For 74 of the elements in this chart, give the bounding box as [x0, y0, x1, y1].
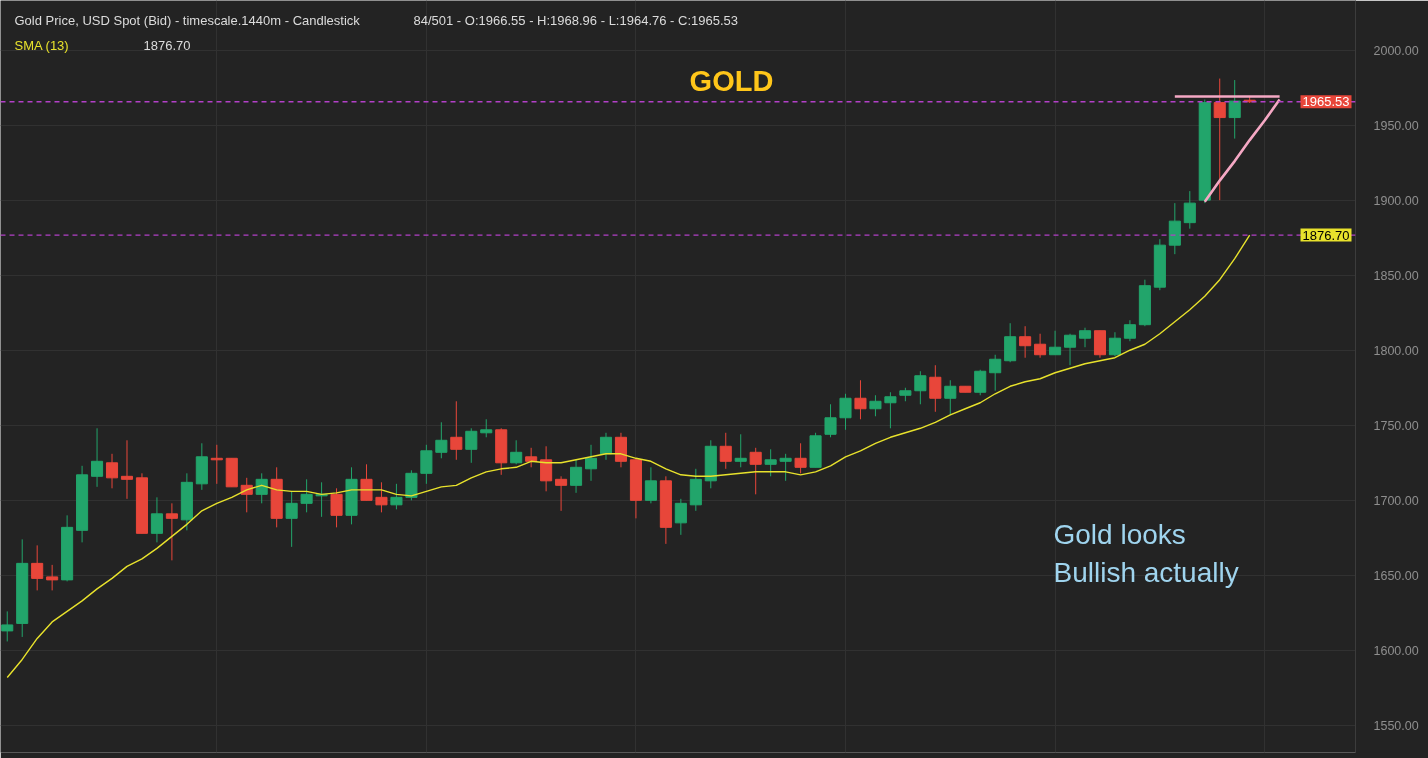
candlestick — [584, 444, 598, 482]
candlestick — [929, 364, 942, 413]
annotation: Gold looks Bullish actually — [1053, 519, 1239, 588]
y-tick-label: 1850.00 — [1373, 268, 1419, 283]
candlestick — [120, 439, 134, 500]
candlestick — [360, 463, 373, 501]
y-tick-label: 1800.00 — [1373, 343, 1419, 358]
y-tick-label: 1700.00 — [1373, 493, 1419, 508]
candlestick — [570, 459, 583, 494]
candlestick — [300, 478, 313, 513]
candlestick — [150, 496, 163, 543]
candlestick — [1123, 319, 1136, 342]
candlestick — [46, 564, 59, 591]
text: 84/501 - O:1966.55 - H:1968.96 - L:1964.76 - C:1965.53 — [413, 13, 739, 28]
candlestick — [674, 498, 687, 536]
text: SMA (13) — [14, 38, 69, 53]
candlestick — [465, 427, 478, 464]
candlestick — [854, 379, 867, 420]
candlestick — [330, 487, 343, 528]
candlestick — [734, 433, 747, 468]
candlestick — [839, 393, 852, 431]
candlestick — [255, 472, 268, 504]
y-tick-label: 1950.00 — [1373, 118, 1419, 133]
candlestick — [1183, 190, 1196, 230]
candlestick — [480, 418, 493, 438]
candlestick — [1034, 333, 1047, 359]
ref-line-label: 1876.70 — [1302, 227, 1350, 243]
candlestick — [285, 490, 298, 548]
candlestick — [1049, 330, 1062, 356]
candlestick — [719, 432, 732, 470]
line-series — [6, 234, 1251, 679]
candlestick — [540, 445, 553, 492]
candlestick — [510, 439, 523, 465]
candlestick — [450, 400, 463, 461]
y-tick-label: 1750.00 — [1373, 418, 1419, 433]
candlestick — [974, 369, 987, 396]
y-tick-label: 1650.00 — [1373, 568, 1419, 583]
candlestick — [525, 447, 538, 468]
candlestick — [779, 453, 792, 482]
candlestick — [1078, 327, 1092, 348]
candlestick — [1108, 331, 1121, 357]
candlestick — [599, 432, 613, 461]
candlestick — [989, 354, 1002, 392]
candlestick — [555, 475, 568, 512]
candlestick — [749, 447, 762, 495]
candlestick — [1019, 325, 1032, 359]
candlestick — [884, 391, 897, 429]
candlestick — [165, 502, 178, 561]
candlestick — [1, 610, 14, 642]
candlestick — [824, 403, 837, 438]
y-tick-label: 1900.00 — [1373, 193, 1419, 208]
candlestick — [435, 421, 448, 459]
candlestick — [644, 466, 657, 504]
candlestick — [31, 544, 44, 591]
text: Gold Price, USD Spot (Bid) - timescale.1440m - Candlestick — [14, 13, 361, 28]
annotation: GOLD — [689, 64, 774, 97]
candlestick — [1228, 79, 1241, 140]
candlestick — [91, 427, 104, 488]
y-tick-label: 1600.00 — [1373, 643, 1419, 658]
y-tick-label: 1550.00 — [1373, 718, 1419, 733]
candlestick — [105, 453, 119, 489]
candlestick — [420, 444, 433, 485]
candlestick — [375, 481, 388, 513]
candlestick — [390, 483, 403, 510]
candlestick — [914, 370, 927, 405]
candlestick — [764, 448, 777, 477]
ref-line-label: 1965.53 — [1302, 94, 1350, 110]
y-tick-label: 2000.00 — [1373, 43, 1419, 58]
candlestick — [944, 379, 957, 416]
candlestick — [869, 394, 882, 417]
candlestick — [1213, 78, 1226, 201]
annotation: 1876.70 — [143, 38, 191, 53]
candlestick — [1064, 333, 1077, 366]
candlestick — [794, 442, 807, 474]
